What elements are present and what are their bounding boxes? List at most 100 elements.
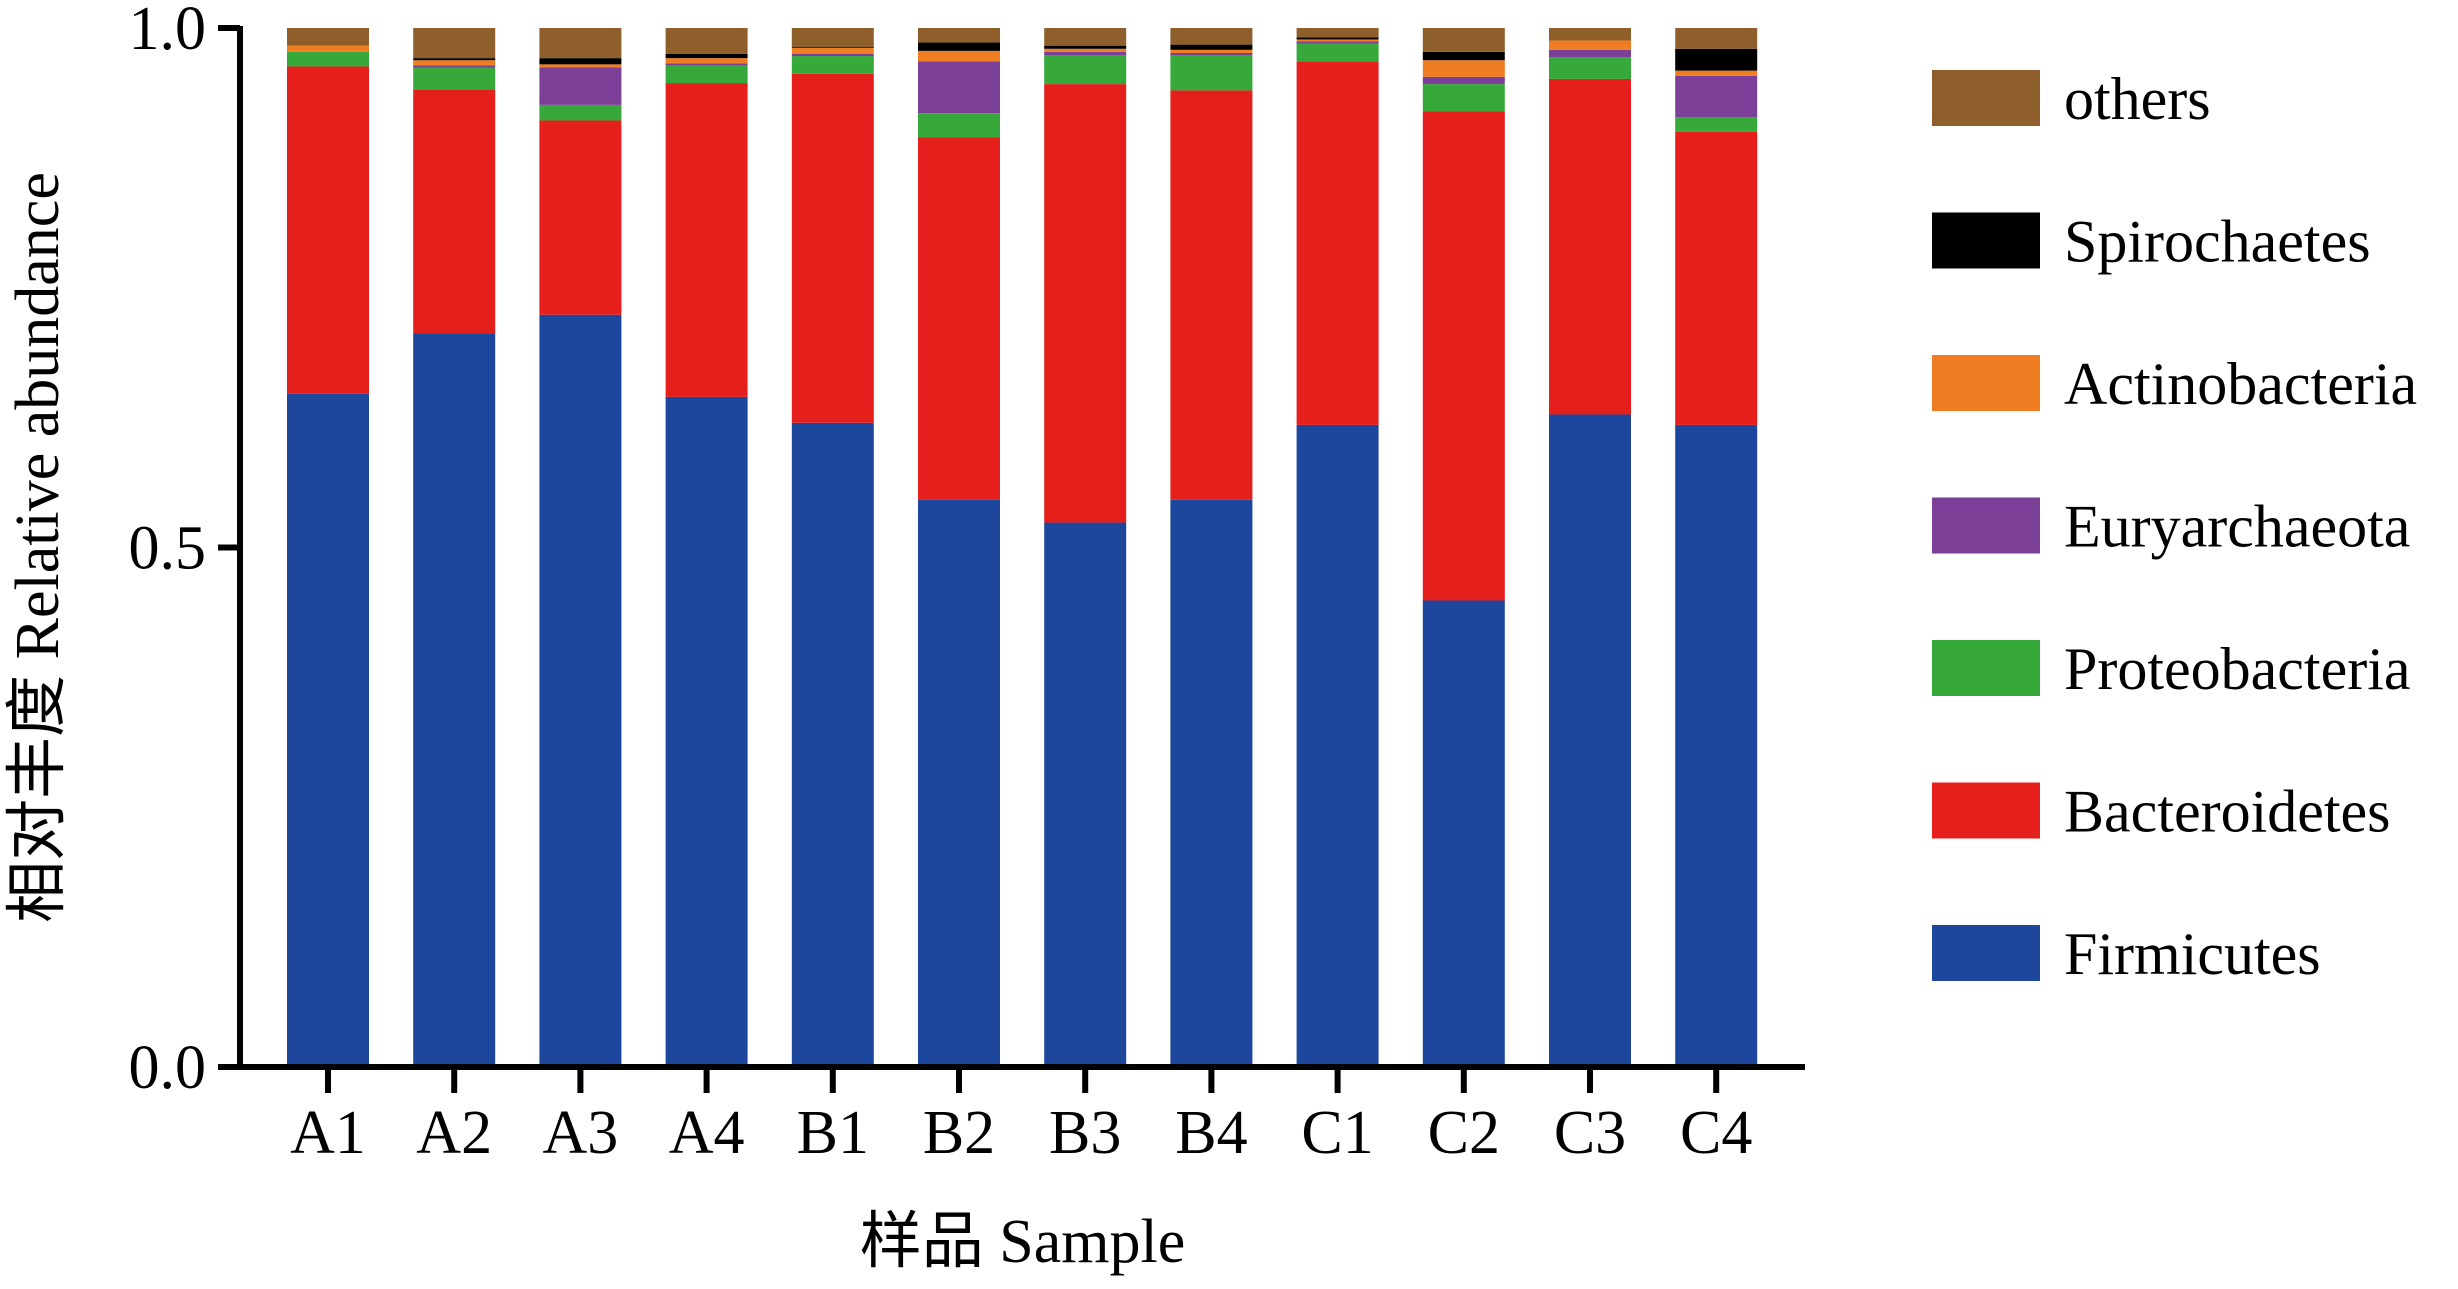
bar-segment-c4-proteobacteria (1675, 117, 1758, 132)
bar-segment-b3-spirochaetes (1044, 45, 1127, 49)
legend-label-others: others (2064, 66, 2211, 132)
bar-segment-c2-actinobacteria (1422, 60, 1505, 77)
bar-segment-b2-euryarchaeota (918, 61, 1000, 114)
bar-stack-b4 (1170, 28, 1253, 1068)
bar-segment-b2-spirochaetes (918, 42, 1000, 51)
bar-segment-a4-firmicutes (665, 396, 748, 1068)
bar-segment-b2-actinobacteria (918, 50, 1000, 62)
bar-segment-b4-euryarchaeota (1170, 52, 1253, 56)
bar-segment-a3-euryarchaeota (539, 67, 622, 105)
bar-segment-a1-bacteroidetes (287, 66, 369, 394)
bar-segment-b4-proteobacteria (1170, 55, 1253, 91)
bar-segment-a1-others (287, 28, 369, 46)
bar-stack-b2 (918, 28, 1000, 1068)
bar-stack-b1 (791, 28, 874, 1067)
bar-segment-c3-bacteroidetes (1549, 78, 1631, 415)
bar-segment-c4-spirochaetes (1675, 48, 1758, 71)
x-tick-label-b1: B1 (797, 1099, 869, 1167)
x-tick-label-a1: A1 (290, 1099, 366, 1167)
legend-label-firmicutes: Firmicutes (2064, 921, 2321, 987)
bar-segment-c4-bacteroidetes (1675, 131, 1758, 425)
labels-layer: 0.0 0.5 1.0 A1 A2 A3 A4 B1 B2 B3 B4 C1 C2 C3 C4 样品 Samp… (4, 0, 1752, 1276)
bar-segment-a1-firmicutes (287, 393, 369, 1068)
bar-segment-b1-euryarchaeota (791, 53, 874, 57)
bar-segment-a2-firmicutes (413, 333, 496, 1068)
bar-segment-b1-firmicutes (791, 422, 874, 1067)
bar-segment-c3-actinobacteria (1549, 40, 1631, 50)
bar-stack-a4 (665, 28, 748, 1068)
x-axis-title: 样品 Sample (860, 1208, 1185, 1276)
x-tick-label-c4: C4 (1680, 1099, 1752, 1167)
bar-segment-c3-proteobacteria (1549, 57, 1631, 79)
bar-segment-c1-firmicutes (1296, 424, 1379, 1067)
bar-segment-c2-bacteroidetes (1422, 111, 1505, 601)
bar-segment-b2-firmicutes (918, 499, 1000, 1068)
bar-segment-c3-others (1549, 28, 1631, 41)
bar-segment-c2-proteobacteria (1422, 84, 1505, 112)
bar-segment-b1-proteobacteria (791, 56, 874, 74)
bar-segment-b2-bacteroidetes (918, 137, 1000, 500)
bar-segment-a2-proteobacteria (413, 67, 496, 90)
bar-segment-c2-euryarchaeota (1422, 76, 1505, 85)
bar-segment-b1-actinobacteria (791, 47, 874, 54)
x-tick-label-c2: C2 (1428, 1099, 1500, 1167)
legend-item-euryarchaeota: Euryarchaeota (1932, 494, 2410, 560)
legend-swatch-others (1932, 70, 2040, 126)
bar-segment-c2-firmicutes (1422, 600, 1505, 1067)
bar-segment-c4-others (1675, 28, 1758, 49)
bar-segment-c3-euryarchaeota (1549, 49, 1631, 58)
bar-segment-a4-others (665, 28, 748, 54)
legend-swatch-spirochaetes (1932, 212, 2040, 269)
bar-segment-b4-spirochaetes (1170, 44, 1253, 50)
bar-segment-a2-spirochaetes (413, 58, 496, 61)
bar-stack-b3 (1044, 28, 1127, 1067)
bars-layer (287, 28, 1758, 1068)
bar-segment-a3-actinobacteria (539, 64, 622, 68)
bar-segment-b1-spirochaetes (791, 46, 874, 48)
y-tick-label-0: 0.0 (129, 1034, 207, 1102)
bar-segment-a2-actinobacteria (413, 60, 496, 66)
bar-segment-b1-bacteroidetes (791, 73, 874, 423)
bar-segment-c4-firmicutes (1675, 424, 1758, 1067)
legend-item-others: others (1932, 66, 2211, 132)
bar-segment-a1-proteobacteria (287, 51, 369, 67)
bar-stack-c4 (1675, 28, 1758, 1067)
legend-label-actinobacteria: Actinobacteria (2064, 351, 2417, 417)
bar-segment-a1-actinobacteria (287, 45, 369, 52)
bar-segment-b4-firmicutes (1170, 499, 1253, 1068)
legend: others Spirochaetes Actinobacteria Euryarch… (1932, 66, 2417, 987)
legend-item-bacteroidetes: Bacteroidetes (1932, 779, 2391, 845)
bar-segment-a4-bacteroidetes (665, 83, 748, 397)
legend-item-spirochaetes: Spirochaetes (1932, 209, 2371, 275)
bar-segment-b3-actinobacteria (1044, 48, 1127, 52)
x-tick-label-b3: B3 (1049, 1099, 1121, 1167)
legend-swatch-actinobacteria (1932, 355, 2040, 411)
bar-segment-a2-others (413, 28, 496, 59)
bar-segment-b2-others (918, 28, 1000, 43)
legend-swatch-bacteroidetes (1932, 782, 2040, 839)
bar-segment-c1-others (1296, 28, 1379, 38)
bar-segment-b3-firmicutes (1044, 522, 1127, 1067)
bar-segment-a3-proteobacteria (539, 104, 622, 121)
bar-stack-c2 (1422, 28, 1505, 1067)
axes-layer (218, 25, 1805, 1093)
bar-segment-a3-others (539, 28, 622, 59)
x-tick-label-c1: C1 (1301, 1099, 1373, 1167)
bar-segment-a2-euryarchaeota (413, 65, 496, 68)
bar-segment-b2-proteobacteria (918, 113, 1000, 138)
legend-label-spirochaetes: Spirochaetes (2064, 209, 2371, 275)
bar-segment-b4-actinobacteria (1170, 49, 1253, 53)
bar-segment-a3-spirochaetes (539, 58, 622, 65)
bar-segment-b1-others (791, 28, 874, 47)
bar-segment-c4-actinobacteria (1675, 70, 1758, 76)
y-axis-title: 相对丰度 Relative abundance (4, 172, 72, 923)
y-tick-label-2: 1.0 (129, 0, 207, 63)
bar-segment-c1-actinobacteria (1296, 39, 1379, 42)
legend-label-euryarchaeota: Euryarchaeota (2064, 494, 2410, 560)
legend-label-bacteroidetes: Bacteroidetes (2064, 779, 2391, 845)
bar-segment-a4-actinobacteria (665, 58, 748, 64)
bar-segment-c1-bacteroidetes (1296, 61, 1379, 425)
x-tick-label-c3: C3 (1554, 1099, 1626, 1167)
legend-item-proteobacteria: Proteobacteria (1932, 636, 2411, 702)
